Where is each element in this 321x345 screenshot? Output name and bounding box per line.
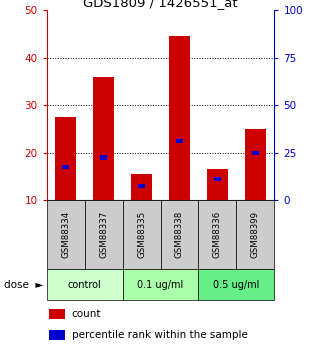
Bar [47, 200, 84, 269]
Bar [160, 200, 198, 269]
Bar [55, 117, 76, 200]
Bar [237, 200, 274, 269]
Text: dose  ►: dose ► [4, 280, 43, 289]
Bar [100, 155, 107, 159]
Text: GSM88399: GSM88399 [251, 211, 260, 258]
Bar [245, 129, 266, 200]
Bar [176, 139, 183, 143]
Bar [49, 309, 65, 319]
Bar [123, 200, 160, 269]
Bar [138, 184, 145, 188]
Bar [49, 330, 65, 339]
Text: 0.5 ug/ml: 0.5 ug/ml [213, 280, 260, 289]
Bar [207, 169, 228, 200]
Bar [198, 269, 274, 300]
Bar [131, 174, 152, 200]
Bar [214, 177, 221, 181]
Bar [252, 150, 259, 155]
Bar [169, 37, 190, 200]
Text: GSM88338: GSM88338 [175, 211, 184, 258]
Bar [198, 200, 237, 269]
Text: GSM88334: GSM88334 [61, 211, 70, 258]
Text: percentile rank within the sample: percentile rank within the sample [72, 330, 247, 340]
Bar [62, 165, 69, 169]
Text: GSM88336: GSM88336 [213, 211, 222, 258]
Text: GSM88335: GSM88335 [137, 211, 146, 258]
Text: count: count [72, 309, 101, 319]
Bar [84, 200, 123, 269]
Text: control: control [68, 280, 101, 289]
Title: GDS1809 / 1426551_at: GDS1809 / 1426551_at [83, 0, 238, 9]
Text: GSM88337: GSM88337 [99, 211, 108, 258]
Text: 0.1 ug/ml: 0.1 ug/ml [137, 280, 184, 289]
Bar [123, 269, 198, 300]
Bar [93, 77, 114, 200]
Bar [47, 269, 123, 300]
